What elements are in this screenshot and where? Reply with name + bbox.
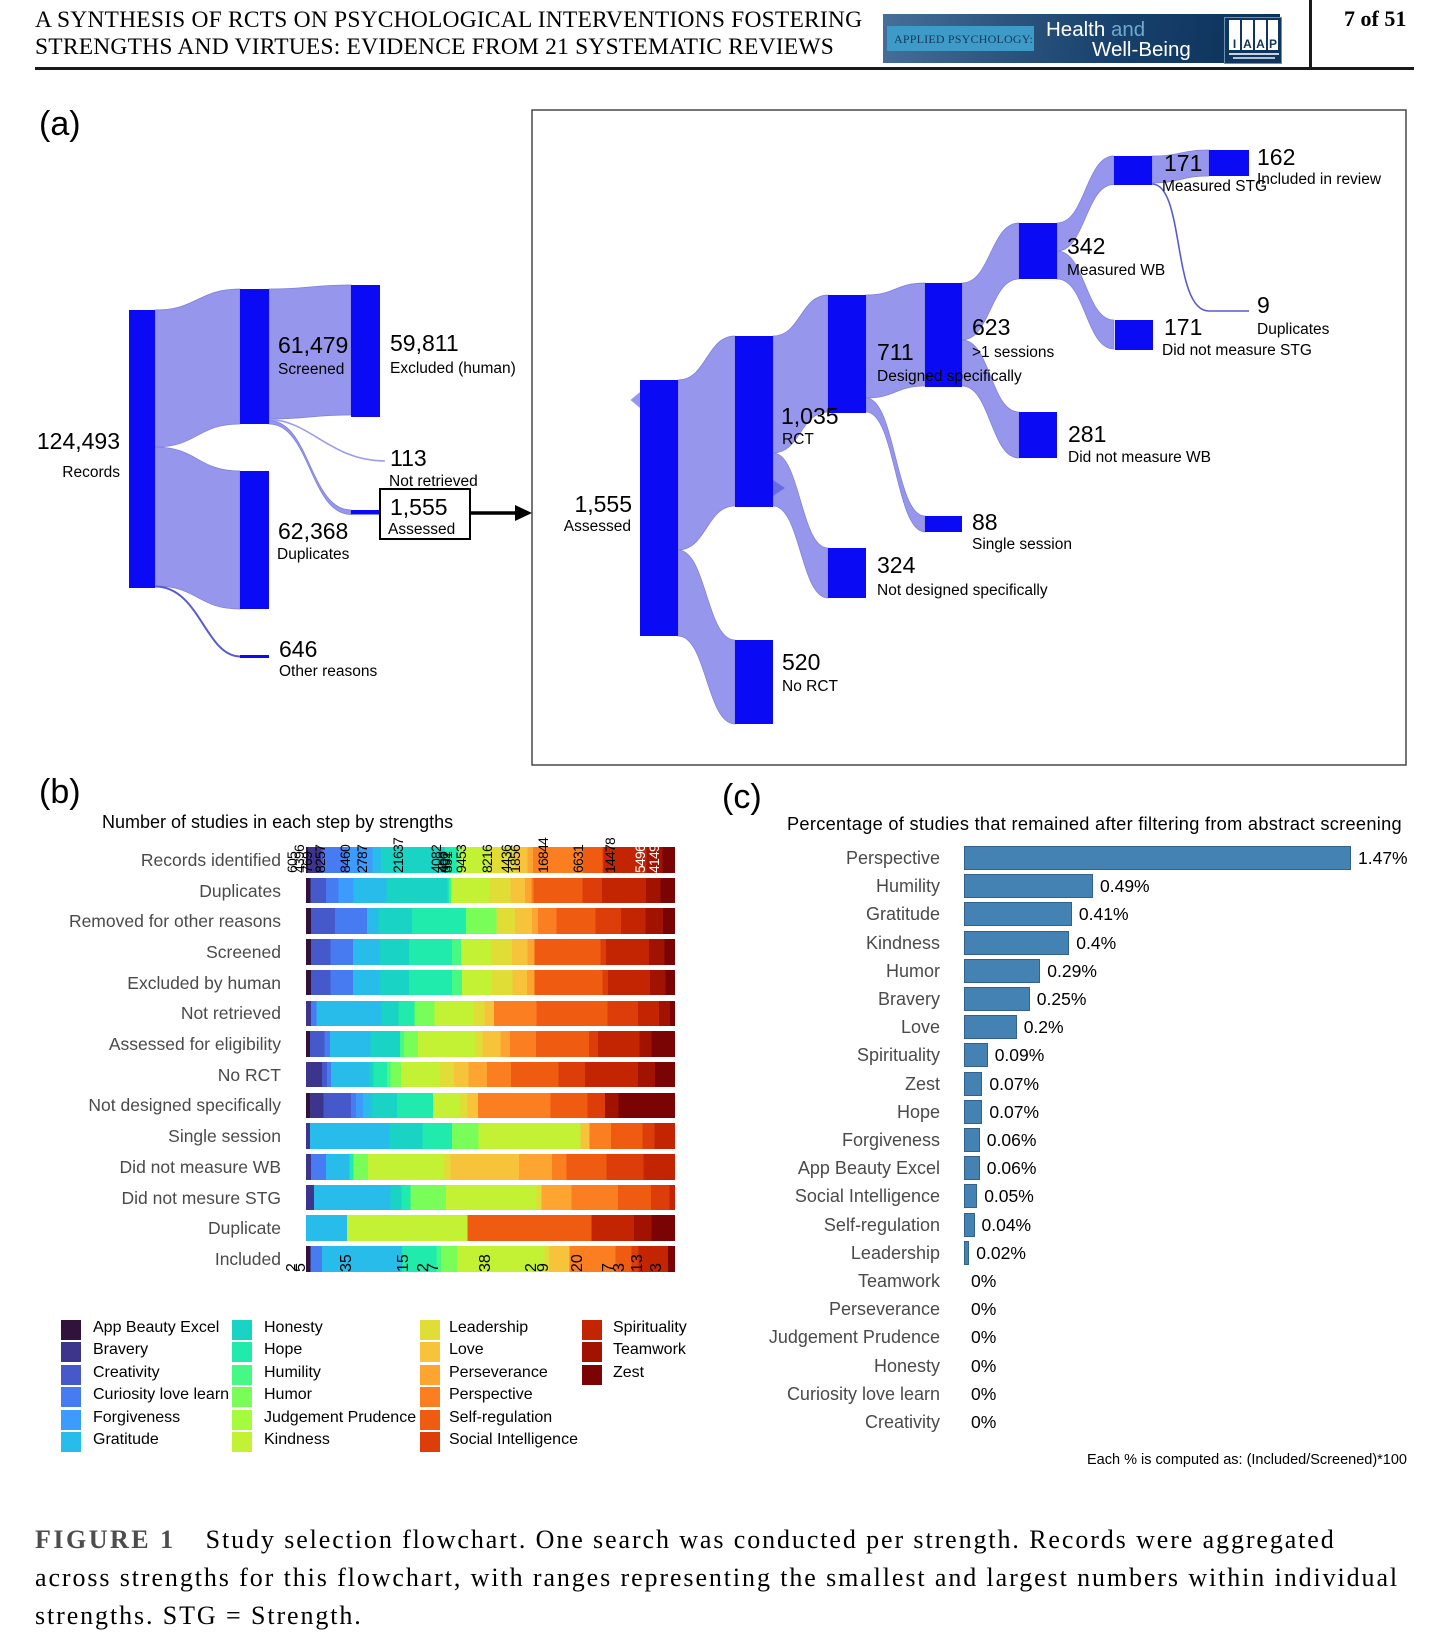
svg-text:Did not measure STG: Did not measure STG	[1162, 342, 1312, 359]
svg-text:Measured STG: Measured STG	[1162, 178, 1267, 195]
svg-text:9: 9	[1257, 292, 1270, 318]
svg-text:88: 88	[972, 509, 998, 535]
svg-text:62,368: 62,368	[278, 518, 348, 544]
svg-text:342: 342	[1067, 233, 1105, 259]
svg-text:Screened: Screened	[278, 361, 344, 378]
svg-text:324: 324	[877, 552, 916, 578]
svg-text:1,555: 1,555	[574, 491, 632, 517]
svg-text:1,035: 1,035	[781, 403, 839, 429]
svg-text:Excluded (human): Excluded (human)	[390, 360, 516, 377]
svg-text:RCT: RCT	[782, 431, 814, 448]
svg-text:Measured WB: Measured WB	[1067, 262, 1165, 279]
svg-text:Single session: Single session	[972, 536, 1072, 553]
svg-text:520: 520	[782, 649, 820, 675]
svg-text:1,555: 1,555	[390, 494, 448, 520]
svg-text:711: 711	[877, 339, 914, 365]
svg-text:113: 113	[390, 445, 427, 471]
svg-text:281: 281	[1068, 421, 1106, 447]
svg-text:Records: Records	[62, 464, 120, 481]
svg-text:Not retrieved: Not retrieved	[389, 473, 478, 490]
svg-text:124,493: 124,493	[37, 428, 120, 454]
svg-text:Duplicates: Duplicates	[277, 546, 350, 563]
svg-text:61,479: 61,479	[278, 332, 348, 358]
svg-text:623: 623	[972, 314, 1010, 340]
svg-text:162: 162	[1257, 144, 1295, 170]
svg-text:646: 646	[279, 636, 317, 662]
svg-text:No RCT: No RCT	[782, 678, 839, 695]
svg-text:Duplicates: Duplicates	[1257, 321, 1330, 338]
svg-text:Other reasons: Other reasons	[279, 663, 377, 680]
svg-text:171: 171	[1164, 314, 1202, 340]
svg-text:Not designed specifically: Not designed specifically	[877, 582, 1048, 599]
svg-text:Assessed: Assessed	[564, 518, 631, 535]
svg-text:Did not measure WB: Did not measure WB	[1068, 449, 1211, 466]
svg-text:Designed specifically: Designed specifically	[877, 368, 1022, 385]
svg-text:Assessed: Assessed	[388, 521, 455, 538]
svg-text:59,811: 59,811	[390, 330, 459, 356]
svg-text:(a): (a)	[39, 105, 81, 143]
svg-text:171: 171	[1164, 150, 1202, 176]
svg-text:>1 sessions: >1 sessions	[972, 344, 1055, 361]
svg-text:Included in review: Included in review	[1257, 171, 1382, 188]
